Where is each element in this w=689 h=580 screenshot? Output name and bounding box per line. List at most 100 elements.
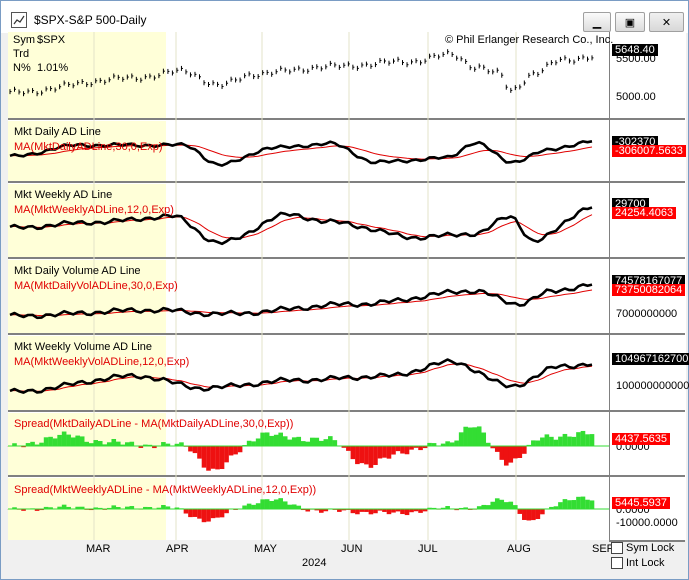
x-axis[interactable] [8,540,609,576]
spread-daily-bar [400,446,405,454]
spread-weekly-bar [440,507,446,509]
sym-lock-box[interactable] [611,542,623,554]
spread-daily-bar [143,444,148,446]
spread-daily-bar [373,446,378,465]
spread-daily-bar [147,444,153,446]
spread-daily-bar [224,446,229,463]
spread-daily-bar [472,427,477,446]
spread-weekly-bar [571,500,577,509]
spread-weekly-bar [431,507,437,509]
minimize-button[interactable]: ▁ [583,12,611,32]
n-percent-label: N% [13,62,31,74]
spread-daily-bar [404,446,410,455]
spread-daily-bar [431,443,437,446]
spread-daily-bar [481,432,487,446]
spread-daily-bar [571,436,577,446]
month-label: JUL [418,543,438,555]
spread-daily-bar [52,438,58,446]
daily-vol-ma-label: MA(MktDailyVolADLine,30,0,Exp) [14,280,178,292]
spread-daily-bar [463,426,468,446]
spread-daily-bar [237,446,243,453]
spread-daily-bar [341,446,347,448]
spread-weekly-bar [165,506,171,509]
int-lock-box[interactable] [611,557,623,569]
restore-button[interactable]: ▣ [615,12,645,32]
spread-weekly-bar [562,499,568,509]
spread-daily-bar [179,442,184,446]
sym-lock-label: Sym Lock [626,542,675,554]
month-label: MAR [86,543,111,555]
spread-daily-bar [61,431,67,446]
spread-weekly-bar [476,506,482,509]
close-button[interactable]: ✕ [649,12,684,32]
spread-daily-bar [589,434,595,446]
spread-weekly-bar [188,509,193,518]
spread-weekly-bar [580,496,586,509]
int-lock-checkbox[interactable]: Int Lock [611,557,665,569]
spread-daily-bar [57,434,62,446]
spread-daily-bar [43,437,49,446]
spread-weekly-bar [567,500,572,509]
spread-daily-bar [449,442,455,446]
weekly-ad-ma-label: MA(MktWeeklyADLine,12,0,Exp) [14,204,174,216]
spread-weekly-bar [364,509,369,512]
spread-weekly-bar [93,507,99,509]
spread-daily-bar [508,446,514,463]
spread-weekly-bar [210,509,216,519]
daily-ad-ma-value-box: -306007.5633 [612,145,686,157]
title-bar[interactable]: $SPX-S&P 500-Daily ▁ ▣ ✕ [1,1,688,33]
spread-weekly-bar [156,507,162,509]
ad-line-1 [9,206,593,246]
spread-weekly-bar [206,509,211,522]
spread-daily-bar [12,443,17,446]
trd-label: Trd [13,48,30,60]
sym-lock-checkbox[interactable]: Sym Lock [611,542,674,554]
spread-daily-bar [319,440,324,446]
year-label: 2024 [302,557,327,569]
restore-icon: ▣ [624,16,636,29]
spread-weekly-bar [129,506,135,509]
spread-weekly-bar [382,509,387,512]
daily-vol-tick: 7000000000 [616,308,678,320]
spread-daily-bar [125,442,130,446]
spread-weekly-bar [494,498,500,509]
spread-daily-bar [323,439,329,446]
spread-weekly-bar [391,509,396,513]
spread-weekly-bar [589,500,595,509]
spread-daily-bar [576,432,581,446]
spread-daily-bar [34,444,40,446]
spread-weekly-bar [485,505,491,509]
spread-weekly-bar [66,506,71,509]
spread-weekly-bar [246,503,252,509]
spread-daily-bar [25,443,31,446]
spread-daily-bar [201,446,207,468]
close-icon: ✕ [661,16,672,29]
spread-daily-bar [544,434,550,446]
month-label: AUG [507,543,531,555]
spread-weekly-bar [75,506,80,509]
spread-daily-bar [364,446,369,465]
spread-weekly-bar [287,504,293,509]
spread-daily-bar [549,436,554,446]
spread-daily-bar [282,436,288,446]
weekly-vol-label: Mkt Weekly Volume AD Line [14,341,152,353]
spread-daily-bar [88,443,94,446]
spread-weekly-bar [319,509,324,513]
highlight-region [8,32,166,118]
spread-daily-bar [553,439,559,446]
spread-weekly-bar [540,509,545,515]
spread-weekly-bar [183,509,189,514]
spread-weekly-bar [413,509,419,512]
spread-daily-bar [188,446,193,452]
weekly-ad-label: Mkt Weekly AD Line [14,189,113,201]
weekly-vol-tick: 100000000000 [616,380,689,392]
daily-vol-label: Mkt Daily Volume AD Line [14,265,141,277]
spread-weekly-bar [585,499,590,509]
price-tick: 5000.00 [616,91,656,103]
spread-weekly-bar [490,501,496,509]
spread-weekly-bar [215,509,220,518]
minimize-icon: ▁ [592,16,602,29]
spread-daily-bar [522,446,527,454]
spread-daily-bar [278,432,283,446]
spread-daily-bar [111,438,117,446]
